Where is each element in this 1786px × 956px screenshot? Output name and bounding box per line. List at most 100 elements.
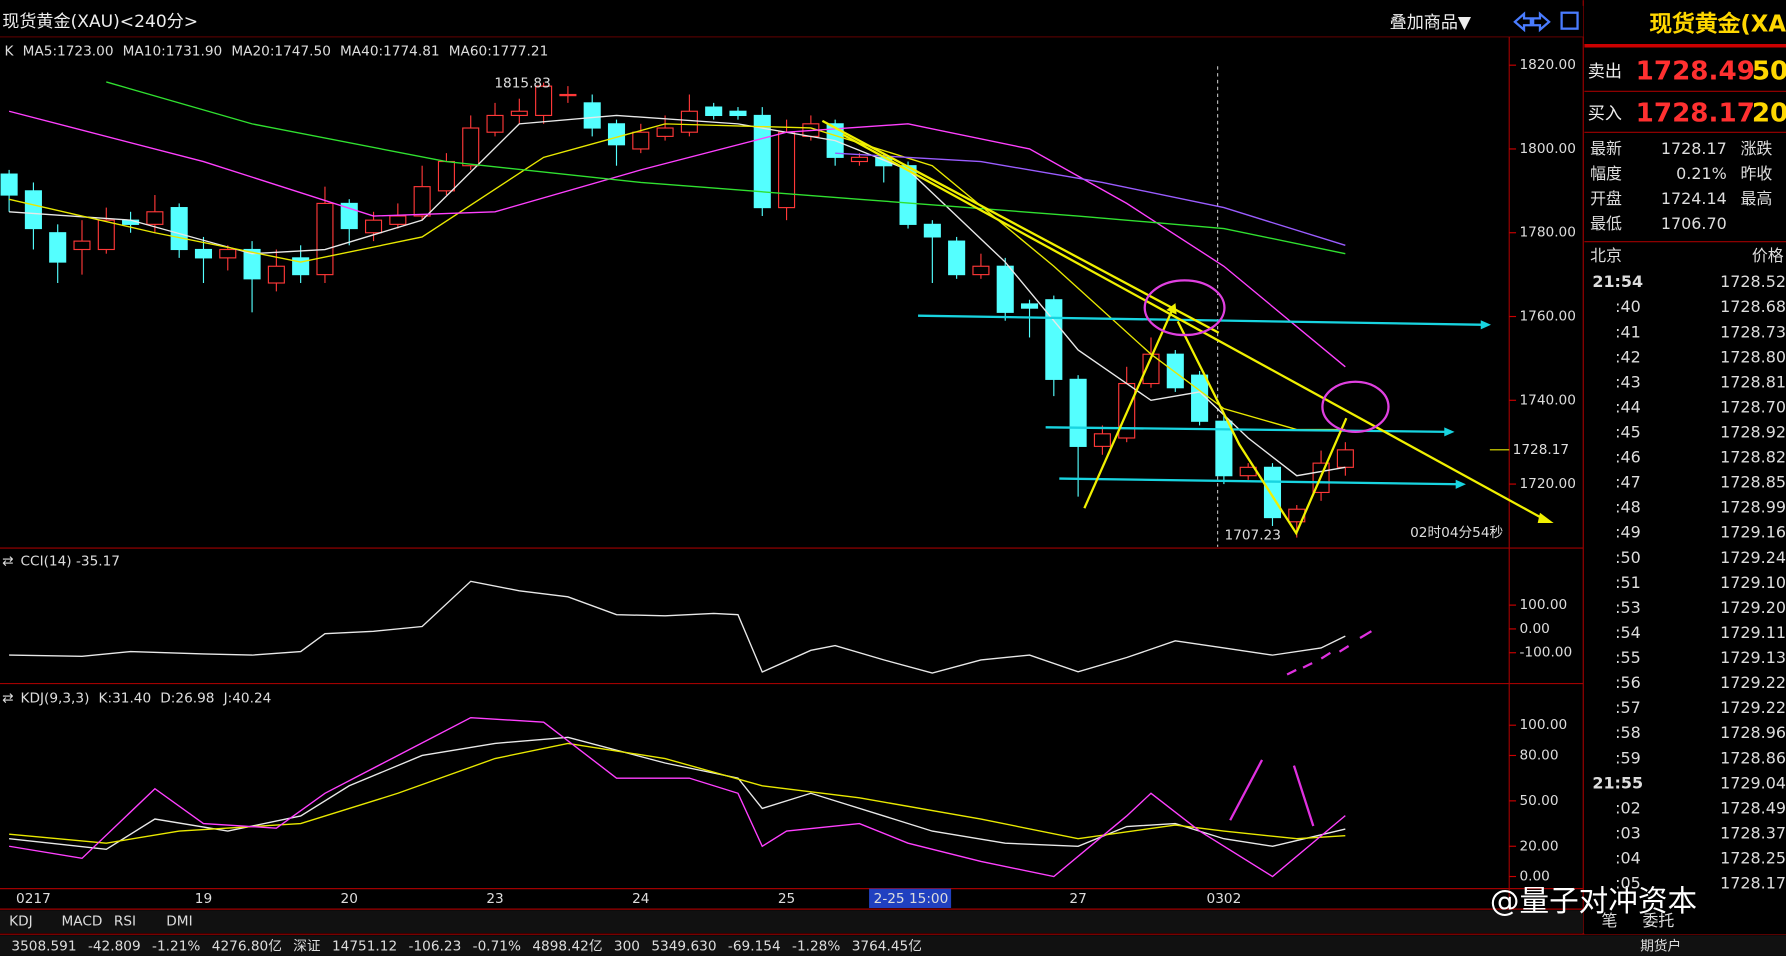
status-item: -106.23 — [409, 939, 462, 955]
x-tick-label: 20 — [341, 891, 358, 907]
quote-stat: 1706.70 — [1661, 214, 1727, 233]
candle-body — [365, 219, 383, 234]
low-annotation: 1707.23 — [1224, 528, 1280, 544]
candle-body — [170, 207, 188, 251]
legend-entry: MA5:1723.00 — [23, 43, 114, 59]
candle-body — [948, 240, 966, 276]
candle-body — [705, 106, 723, 117]
tick-price: 1728.96 — [1720, 723, 1786, 742]
tick-price: 1729.22 — [1720, 698, 1786, 717]
x-tick-label: 27 — [1069, 891, 1086, 907]
tick-time: 21:54 — [1592, 272, 1643, 291]
y-tick-label: 20.00 — [1519, 838, 1558, 854]
y-tick-label: 1760.00 — [1519, 309, 1575, 325]
candle-body — [389, 215, 407, 225]
tick-time: :53 — [1615, 598, 1641, 617]
tick-price: 1729.16 — [1720, 523, 1786, 542]
candle-body — [194, 248, 213, 259]
candle-body — [267, 265, 285, 284]
high-annotation: 1815.83 — [494, 75, 550, 91]
tick-price: 1729.24 — [1720, 548, 1786, 567]
quote-stat: 最新 — [1590, 139, 1622, 158]
tick-price: 1728.80 — [1720, 347, 1786, 366]
tab-bar — [0, 910, 1584, 934]
x-tick-label: 19 — [195, 891, 212, 907]
quote-header: 价格 — [1752, 246, 1784, 265]
candle-body — [632, 131, 650, 150]
tick-time: :05 — [1615, 874, 1641, 893]
candle-body — [219, 248, 237, 259]
legend-entry: MA60:1777.21 — [449, 43, 549, 59]
indicator-line — [9, 736, 1346, 851]
indicator-tab[interactable]: DMI — [166, 914, 192, 930]
tick-time: :57 — [1615, 698, 1641, 717]
overlay-menu[interactable]: 叠加商品▼ — [1390, 13, 1472, 33]
legend-entry: J:40.24 — [223, 690, 272, 706]
quote-stat: 1728.17 — [1661, 139, 1727, 158]
indicator-line — [8, 123, 1346, 431]
tick-time: :48 — [1615, 498, 1641, 517]
candle-body — [559, 93, 577, 97]
quote-stat: 1724.14 — [1661, 189, 1727, 208]
status-item: 4276.80亿 — [212, 939, 282, 955]
status-item: -42.809 — [88, 939, 141, 955]
legend-entry: CCI(14) -35.17 — [21, 554, 121, 570]
buy-label: 买入 — [1588, 104, 1622, 124]
quote-stat: 涨跌 — [1740, 139, 1772, 158]
indicator-line — [9, 580, 1346, 674]
status-item: 3764.45亿 — [852, 939, 922, 955]
window-title: 现货黄金(XAU)<240分> — [2, 12, 198, 32]
buy-qty: 20 — [1752, 99, 1786, 129]
y-tick-label: 100.00 — [1519, 717, 1567, 733]
quote-stat: 开盘 — [1590, 189, 1622, 208]
quote-tab[interactable]: 委托 — [1642, 911, 1674, 930]
legend-entry: MA40:1774.81 — [340, 43, 440, 59]
tick-time: 21:55 — [1592, 773, 1643, 792]
y-tick-label: 1800.00 — [1519, 141, 1575, 157]
status-item: 深证 — [293, 939, 321, 955]
quote-stat: 昨收 — [1740, 164, 1772, 183]
tick-price: 1728.99 — [1720, 498, 1786, 517]
candle-body — [535, 85, 553, 117]
candle-body — [1045, 299, 1063, 380]
y-tick-label: -100.00 — [1519, 645, 1572, 661]
status-bar — [0, 935, 1786, 956]
candle-body — [49, 232, 67, 263]
quote-tab[interactable]: 笔 — [1601, 911, 1617, 930]
last-price-label: 1728.17 — [1513, 442, 1569, 458]
status-item: 期货户 — [1640, 938, 1681, 955]
x-tick-label: 0302 — [1207, 891, 1242, 907]
cursor-label-bg — [869, 888, 952, 908]
legend-entry: D:26.98 — [160, 690, 214, 706]
legend-prefix: K — [5, 43, 15, 59]
candle-body — [972, 265, 990, 276]
tick-price: 1728.49 — [1720, 798, 1786, 817]
nav-icons[interactable] — [1513, 11, 1579, 33]
tick-price: 1728.86 — [1720, 748, 1786, 767]
candle-body — [656, 127, 674, 137]
indicator-line — [9, 114, 1346, 477]
tick-time: :02 — [1615, 798, 1641, 817]
status-item: -69.154 — [728, 939, 781, 955]
quote-stat: 幅度 — [1590, 164, 1622, 183]
x-tick-label: 24 — [632, 891, 649, 907]
tick-time: :54 — [1615, 623, 1641, 642]
candle-body — [1263, 466, 1282, 519]
tick-price: 1728.37 — [1720, 823, 1786, 842]
frame — [0, 0, 1786, 935]
indicator-tab[interactable]: MACD — [62, 914, 103, 930]
candle-body — [583, 102, 601, 129]
tick-time: :51 — [1615, 573, 1641, 592]
candle-body — [1191, 374, 1209, 422]
tick-price: 1728.70 — [1720, 397, 1786, 416]
y-tick-label: 1740.00 — [1519, 392, 1575, 408]
indicator-tab[interactable]: KDJ — [9, 914, 33, 930]
header-bar — [0, 5, 1584, 37]
panel-icon: ⇄ — [2, 690, 13, 706]
quote-title: 现货黄金(XA — [1649, 11, 1786, 38]
tick-time: :04 — [1615, 849, 1641, 868]
y-tick-label: 0.00 — [1519, 869, 1549, 885]
indicator-tab[interactable]: RSI — [114, 914, 136, 930]
status-item: -1.21% — [152, 939, 200, 955]
candle-body — [1020, 303, 1039, 309]
